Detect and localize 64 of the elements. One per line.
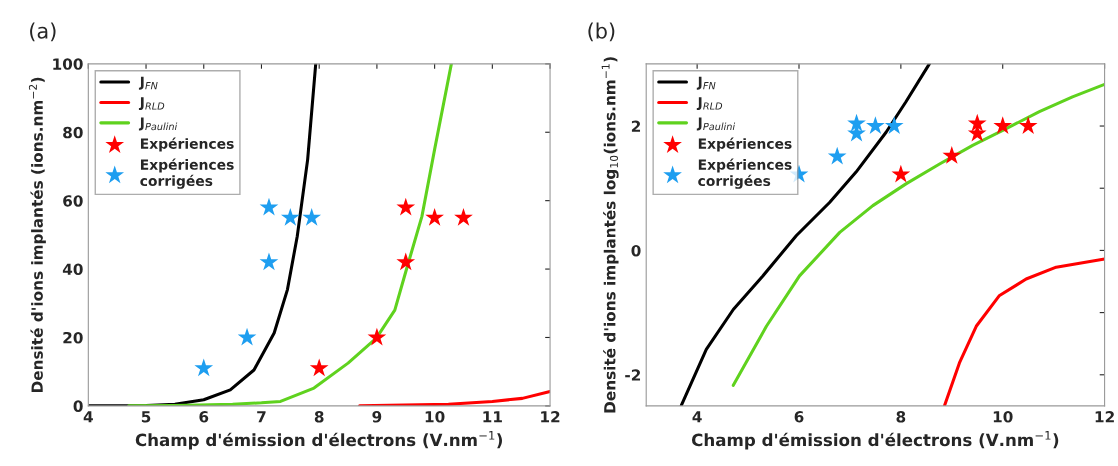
point [259,197,279,216]
point [259,252,279,271]
x-tick-label: 10 [993,411,1013,423]
x-tick-label: 12 [541,411,560,423]
chart-title: (b) [588,22,615,42]
legend-label: J$_{Paulini}$ [696,117,736,131]
y-tick-label: 80 [63,126,83,139]
legend-label: J$_{RLD}$ [696,97,723,111]
point [942,146,962,164]
x-tick-label: 10 [425,411,445,423]
y-tick-label: 20 [63,331,83,344]
point [454,207,473,226]
y-tick-label: 100 [53,58,83,70]
point [866,116,885,134]
x-tick-label: 4 [692,411,702,423]
chart-title: (a) [30,22,56,42]
legend-label: Expériences [698,137,792,152]
legend-label: Expériences [140,137,234,152]
x-axis-title: Champ d'émission d'électrons (V.nm$^{−1}$) [691,431,1059,450]
point [425,207,444,226]
point [847,113,866,132]
y-axis-title: Densité d'ions implantés log$_{10}$(ions.nm$^{−1}$) [601,57,619,413]
legend-label: J$_{FN}$ [138,76,158,90]
line-series [679,63,931,406]
y-tick-label: 2 [631,120,641,132]
y-tick-label: 40 [62,263,83,276]
y-axis-title: Densité d'ions implantés (ions.nm$^{−2}$) [28,77,46,393]
point [884,116,904,134]
point [367,327,387,346]
point [194,358,214,377]
point [967,113,987,132]
y-tick-label: -2 [625,369,641,381]
x-axis-title: Champ d'émission d'électrons (V.nm$^{−1}$) [135,431,502,450]
point [1018,116,1038,134]
y-tick-label: 0 [73,400,83,412]
x-tick-label: 5 [141,411,151,423]
legend-label: Expériences corrigées [140,158,234,189]
legend-label: J$_{Paulini}$ [138,117,178,131]
point [993,116,1013,134]
point [396,197,416,216]
y-tick-label: 60 [63,195,83,207]
point [309,358,329,377]
x-tick-label: 12 [1095,411,1114,423]
x-tick-label: 11 [483,411,502,423]
y-tick-label: 0 [631,244,641,257]
legend-label: J$_{FN}$ [696,76,716,90]
line-series [943,257,1105,406]
legend-label: Expériences corrigées [698,158,792,189]
x-tick-label: 6 [794,411,804,423]
line-series [127,63,453,406]
point [302,207,322,226]
legend-label: J$_{RLD}$ [138,97,165,111]
point [891,164,911,183]
point [396,252,416,271]
x-tick-label: 6 [199,411,209,423]
x-tick-label: 8 [314,411,324,423]
x-tick-label: 7 [257,411,266,423]
point [237,327,257,346]
line-series [358,389,551,406]
x-tick-label: 4 [83,411,93,423]
x-tick-label: 9 [372,411,382,423]
point [827,146,847,165]
point [280,207,300,226]
x-tick-label: 8 [896,411,906,423]
